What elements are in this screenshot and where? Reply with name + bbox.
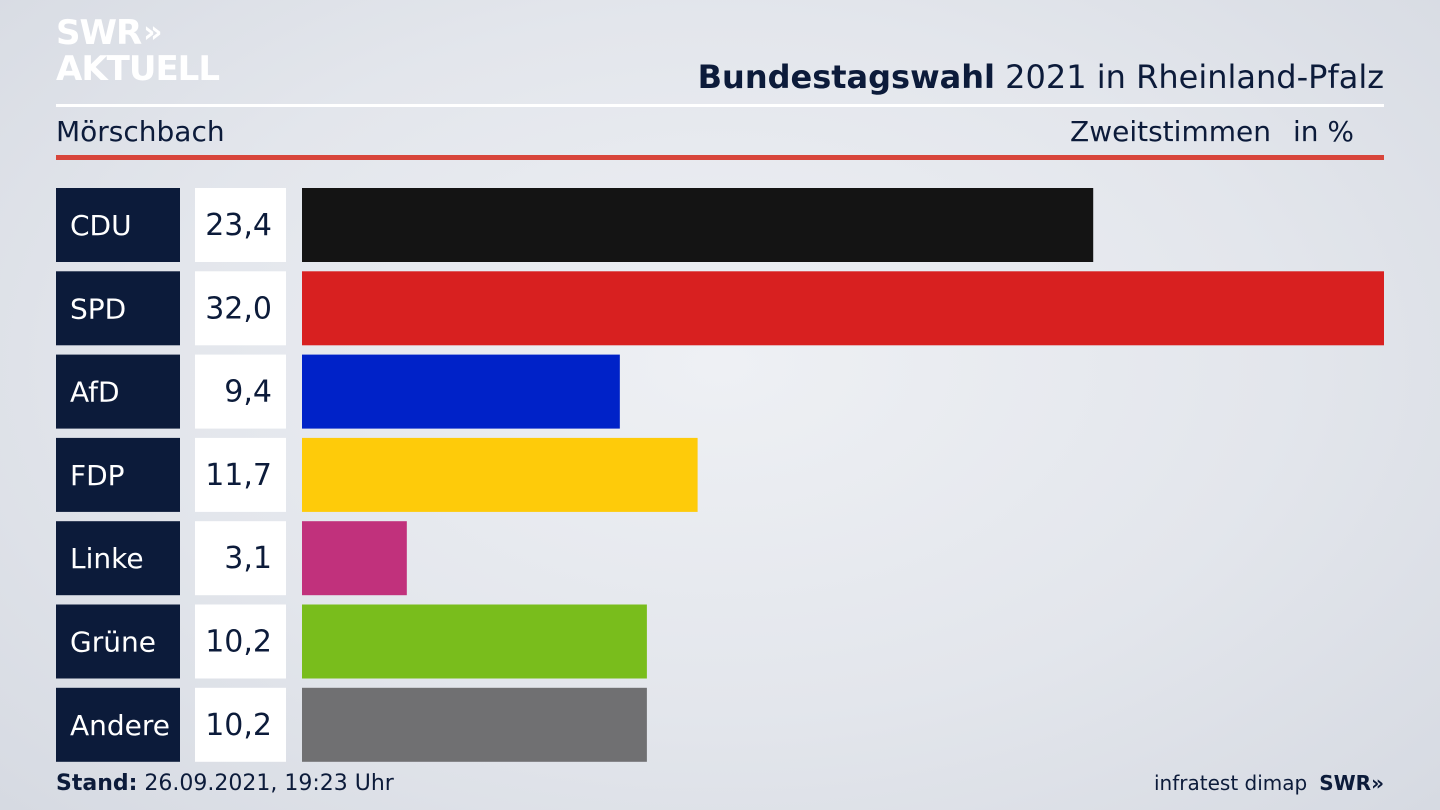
value-label: 32,0 — [205, 291, 272, 326]
value-label: 11,7 — [205, 458, 272, 493]
metric-label: Zweitstimmen — [1070, 115, 1271, 148]
swr-aktuell-logo: SWR» AKTUELL — [56, 13, 220, 89]
bar-row-cdu: CDU 23,4 — [56, 188, 1094, 262]
party-label-box — [56, 604, 180, 679]
bar-row-spd: SPD 32,0 — [56, 271, 1384, 346]
bar-cdu — [302, 188, 1094, 262]
bar-row-linke: Linke 3,1 — [56, 521, 407, 596]
party-label-box — [56, 521, 180, 596]
title-bold: Bundestagswahl — [697, 58, 995, 96]
timestamp: Stand: 26.09.2021, 19:23 Uhr — [56, 771, 394, 796]
value-label-box — [195, 437, 286, 512]
party-label-box — [56, 188, 180, 262]
header-divider — [56, 104, 1384, 107]
party-label: AfD — [70, 376, 120, 409]
page-title: Bundestagswahl 2021 in Rheinland-Pfalz — [698, 58, 1384, 96]
bar-linke — [302, 521, 407, 596]
bar-andere — [302, 687, 647, 762]
party-label: Linke — [70, 542, 144, 575]
party-label: FDP — [70, 459, 125, 492]
stand-value: 26.09.2021, 19:23 Uhr — [144, 771, 394, 796]
value-label-box — [195, 271, 286, 346]
accent-divider — [56, 155, 1384, 160]
party-label-box — [56, 271, 180, 346]
bar-row-afd: AfD 9,4 — [56, 354, 620, 429]
metric-label-group: Zweitstimmen in % — [1070, 115, 1354, 148]
footer-credits: infratest dimap SWR» — [1154, 771, 1384, 795]
title-rest: 2021 in Rheinland-Pfalz — [1005, 58, 1384, 96]
bar-gr-ne — [302, 604, 647, 679]
party-label-box — [56, 354, 180, 429]
unit-label: in % — [1292, 115, 1354, 148]
value-label-box — [195, 188, 286, 262]
bar-spd — [302, 271, 1384, 346]
stand-label: Stand: — [56, 771, 138, 796]
bar-fdp — [302, 437, 698, 512]
party-label-box — [56, 437, 180, 512]
party-label: Andere — [70, 709, 170, 742]
source-label: infratest dimap — [1154, 771, 1308, 795]
value-label: 3,1 — [224, 541, 272, 576]
value-label-box — [195, 604, 286, 679]
value-label: 9,4 — [224, 375, 272, 410]
bar-row-andere: Andere 10,2 — [56, 687, 647, 762]
logo-aktuell: AKTUELL — [56, 49, 220, 89]
party-label: SPD — [70, 292, 126, 325]
region-name: Mörschbach — [56, 115, 225, 148]
value-label: 10,2 — [205, 625, 272, 660]
bar-row-gr-ne: Grüne 10,2 — [56, 604, 647, 679]
value-label-box — [195, 687, 286, 762]
value-label-box — [195, 521, 286, 596]
party-label: Grüne — [70, 626, 156, 659]
logo-swr: SWR — [56, 13, 142, 53]
party-label: CDU — [70, 209, 132, 242]
swr-brand-logo: SWR» — [1319, 771, 1384, 795]
bar-afd — [302, 354, 620, 429]
value-label: 23,4 — [205, 208, 272, 243]
value-label: 10,2 — [205, 708, 272, 743]
party-label-box — [56, 687, 180, 762]
bar-row-fdp: FDP 11,7 — [56, 437, 698, 512]
value-label-box — [195, 354, 286, 429]
